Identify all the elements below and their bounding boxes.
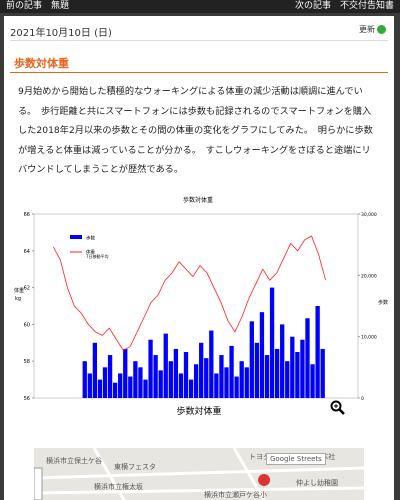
step-bar — [269, 287, 275, 398]
y-tick-label: 56 — [24, 396, 30, 401]
y-tick-label: 62 — [24, 286, 30, 292]
legend-swatch — [70, 235, 82, 239]
step-bar — [102, 367, 108, 398]
step-bar — [123, 348, 128, 398]
y2-tick-label: 20,000 — [361, 273, 377, 279]
step-bar — [249, 321, 254, 398]
y-tick-label: 58 — [24, 359, 30, 365]
step-bar — [295, 352, 300, 398]
step-bar — [239, 361, 244, 398]
zoom-icon[interactable] — [330, 400, 346, 416]
y2-tick-label: 30,000 — [361, 212, 377, 218]
y-tick-label: 60 — [24, 322, 30, 328]
step-bar — [148, 339, 153, 398]
legend-note: 7日移動平均 — [86, 253, 109, 259]
legend-label: 歩数 — [86, 235, 95, 242]
caption: 歩数対体重 — [176, 407, 222, 417]
step-bar — [82, 361, 87, 398]
nav-bar: 前の記事 無題 次の記事 不交付告知書 — [0, 0, 400, 13]
update-label: 更新 — [359, 25, 375, 34]
step-bar — [112, 382, 118, 398]
step-bar — [280, 324, 285, 398]
step-bar — [320, 348, 325, 398]
map-layer-select[interactable]: Google Streets — [266, 453, 326, 465]
next-link[interactable]: 次の記事 不交付告知書 — [294, 1, 394, 11]
step-bar — [259, 312, 265, 398]
step-bar — [118, 373, 123, 398]
step-bar — [183, 352, 189, 398]
step-bar — [188, 379, 194, 398]
map-label: 仲よし幼稚園 — [296, 479, 338, 487]
step-bar — [168, 361, 173, 398]
body-text: 9月始めから開始した積極的なウォーキングによる体重の減少活動は順調に進んでいる。… — [18, 86, 373, 175]
step-bar — [163, 333, 168, 398]
step-bar — [290, 336, 295, 398]
y2-tick-label: 0 — [361, 396, 364, 401]
y2-tick-label: 10,000 — [361, 335, 377, 341]
step-bar — [138, 367, 143, 398]
map-label: 横浜市立権太坂 — [94, 483, 143, 491]
heading: 歩数対体重 — [14, 57, 69, 70]
step-bar — [300, 339, 305, 398]
step-bar — [264, 355, 270, 398]
step-bar — [274, 348, 280, 398]
y2-axis-label: 歩数 — [378, 299, 388, 306]
chart-title: 歩数対体重 — [183, 196, 213, 204]
step-bar — [173, 348, 179, 398]
y-tick-label: 64 — [24, 249, 30, 255]
step-bar — [158, 370, 163, 398]
step-bar — [229, 345, 234, 398]
step-bar — [244, 367, 249, 398]
update-button[interactable]: 更新 — [359, 24, 386, 35]
step-bar — [285, 361, 290, 398]
step-bar — [209, 330, 214, 398]
step-bar — [143, 379, 148, 398]
weight-line — [53, 235, 326, 351]
y-axis-label: 体重 — [14, 287, 24, 294]
step-bar — [219, 355, 224, 398]
map-label: 東横フェスタ — [114, 463, 156, 471]
y-tick-label: 66 — [24, 212, 30, 218]
map-roads — [34, 448, 364, 500]
chart: 歩数対体重 56 58 60 62 64 66 0 10,000 20,000 30,000 体重 kg… — [14, 196, 388, 401]
article-card: 2021年10月10日 (日) 更新 歩数対体重 9月始めから開始した積極的なウ… — [4, 16, 394, 500]
step-bar — [107, 355, 113, 398]
legend-label: 体重 — [86, 249, 95, 256]
step-bar — [97, 379, 103, 398]
step-bar — [254, 342, 260, 398]
prev-link[interactable]: 前の記事 無題 — [6, 1, 70, 11]
step-bar — [224, 367, 229, 398]
step-bar — [193, 364, 199, 398]
date: 2021年10月10日 (日) — [10, 28, 112, 39]
step-bar — [310, 364, 315, 398]
map-label: 横浜市立保土ケ谷 — [46, 457, 102, 465]
step-bar — [199, 342, 204, 398]
step-bar — [234, 376, 239, 398]
step-bar — [92, 342, 98, 398]
step-bar — [128, 376, 133, 398]
step-bar — [87, 373, 92, 398]
map[interactable]: トヨタカローラ神奈川 本社 東横フェスタ 横浜市立保土ケ谷 仲よし幼稚園 横浜市… — [34, 448, 364, 500]
y-axis-unit: kg — [15, 296, 21, 302]
step-bar — [214, 373, 219, 398]
step-bar — [133, 361, 138, 398]
heading-rule — [10, 72, 388, 73]
step-bar — [178, 373, 184, 398]
step-bar — [305, 318, 310, 398]
step-bar — [315, 306, 320, 398]
step-bar — [204, 358, 209, 398]
step-bar — [153, 355, 158, 398]
update-icon — [377, 25, 386, 34]
divider — [10, 40, 388, 41]
map-label: 横浜市立瀬戸ケ谷小 — [204, 491, 267, 499]
